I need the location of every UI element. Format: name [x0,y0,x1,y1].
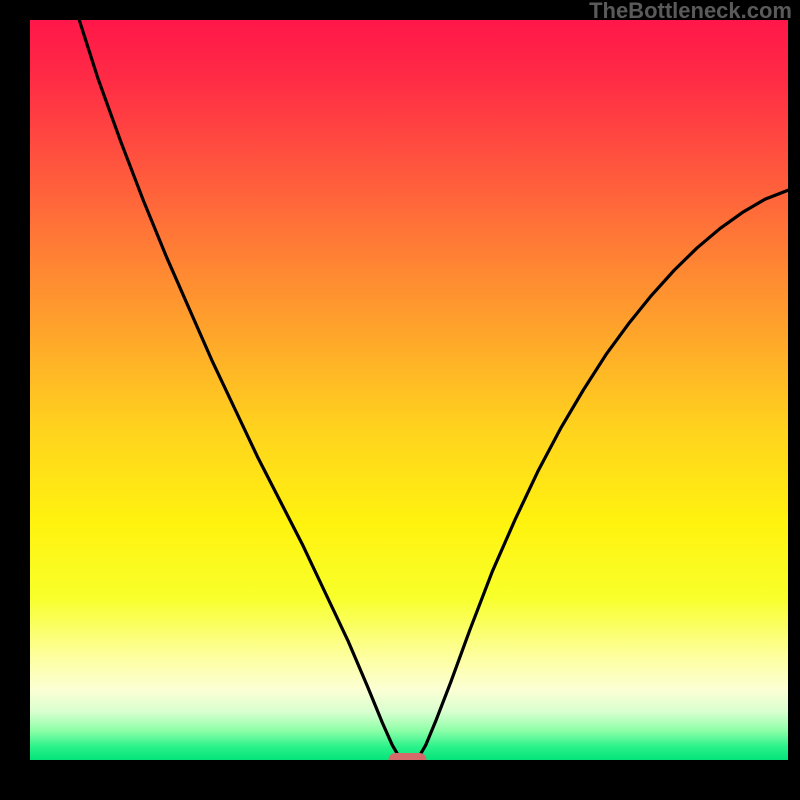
watermark-text: TheBottleneck.com [589,0,792,24]
gradient-background [30,20,788,760]
frame-bottom [0,760,800,800]
chart-root [0,0,800,800]
frame-right [788,0,800,800]
frame-left [0,0,30,800]
